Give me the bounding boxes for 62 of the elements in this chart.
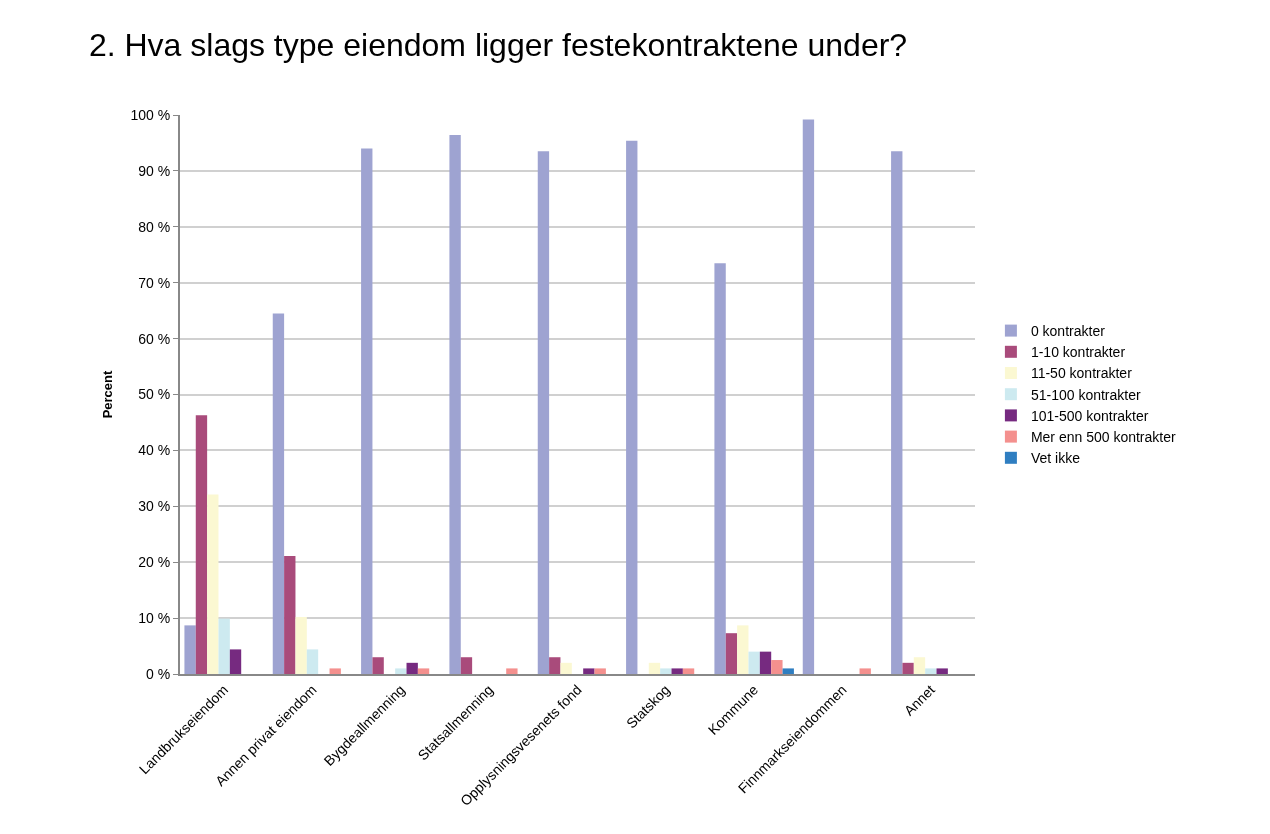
legend-label: 51-100 kontrakter [1030,386,1141,403]
bar [417,668,430,674]
bar [859,668,871,674]
bar [560,662,572,674]
bar [218,618,230,674]
bar [802,119,815,674]
y-tick-label: 90 % [138,162,171,179]
bar [648,662,661,674]
bar [748,651,760,674]
legend-label: 1-10 kontrakter [1030,344,1126,361]
bar [549,657,561,674]
legend-label: 0 kontrakter [1030,323,1106,340]
bar [913,657,926,674]
bar [759,651,772,674]
bar [361,148,373,674]
bar [506,668,518,674]
bar [284,556,296,674]
bar [737,625,749,674]
bar [925,668,937,674]
y-tick-label: 70 % [138,274,171,291]
legend-label: 11-50 kontrakter [1030,365,1133,382]
y-tick-label: 50 % [138,386,171,403]
bar [902,662,914,674]
bar [714,263,726,674]
bar [207,494,219,674]
bar [660,668,672,674]
bar [537,151,550,674]
y-tick-label: 80 % [138,218,171,235]
bar [460,657,473,674]
bar [229,649,242,674]
bar [395,668,407,674]
y-tick-label: 10 % [138,610,171,626]
y-tick-label: 30 % [138,498,171,515]
y-axis-title: Percent [99,369,115,419]
bar [583,668,595,674]
bar [449,135,461,674]
bar [936,668,948,674]
bar [626,140,638,674]
bar [671,668,683,674]
y-tick-label: 100 % [130,106,171,123]
y-tick-label: 0 % [146,665,171,682]
legend-label: Mer enn 500 kontrakter [1030,429,1176,446]
bar [329,668,341,674]
bar [771,660,783,674]
bar [306,649,319,674]
bar [406,662,418,674]
bar [272,313,285,674]
legend-label: Vet ikke [1030,450,1081,467]
bar [295,616,307,674]
legend-label: 101-500 kontrakter [1030,407,1149,424]
chart-title: 2. Hva slags type eiendom ligger festekontraktene under? [88,26,908,63]
bar [782,668,794,674]
bar [372,657,384,674]
bar [725,633,738,674]
bar [891,151,903,674]
bar [682,668,695,674]
y-tick-label: 20 % [138,554,171,571]
bar [195,415,208,674]
bar [594,668,606,674]
y-tick-label: 40 % [138,442,171,459]
y-tick-label: 60 % [138,330,171,347]
bar [184,625,196,674]
